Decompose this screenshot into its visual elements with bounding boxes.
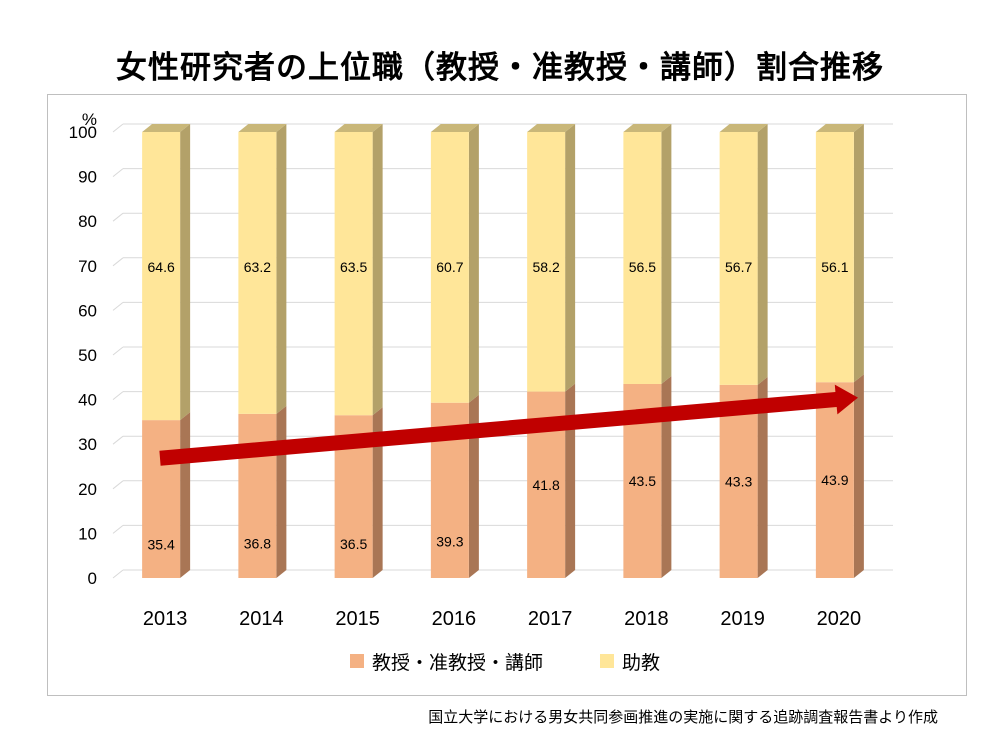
legend: 教授・准教授・講師 助教 — [350, 652, 660, 674]
bar-segment-0 — [238, 413, 277, 578]
data-label: 63.5 — [340, 259, 367, 275]
y-axis: 0 10 20 30 40 50 60 70 80 90 100% — [69, 110, 97, 588]
bar-side-1 — [180, 124, 191, 421]
bar-segment-1 — [527, 132, 566, 392]
trend-arrow-layer: 35.4 64.6 36.8 63.2 36.5 63.5 39.3 60.7 41.8 58.2… — [148, 259, 858, 553]
legend-swatch-0 — [350, 654, 364, 668]
gridline-depth — [112, 480, 124, 490]
bar-segment-1 — [719, 132, 758, 385]
bar-top — [815, 124, 864, 132]
bar-side-1 — [757, 124, 768, 385]
gridline-depth — [112, 302, 124, 311]
bar-segment-1 — [142, 132, 181, 421]
x-tick-label: 2015 — [335, 608, 380, 630]
y-tick-label: 60 — [78, 301, 97, 320]
bar-top — [238, 124, 287, 132]
bar-side-0 — [565, 383, 576, 578]
bar-segment-0 — [815, 382, 854, 578]
bar-side-1 — [468, 124, 479, 403]
bar-side-1 — [372, 124, 383, 416]
bar-top — [334, 124, 383, 132]
data-label: 39.3 — [436, 534, 463, 550]
bar-side-1 — [565, 124, 576, 392]
bar-top — [719, 124, 768, 132]
x-axis: 2013 2014 2015 2016 2017 2018 2019 2020 — [143, 608, 861, 630]
x-tick-label: 2020 — [817, 608, 862, 630]
data-label: 41.8 — [533, 477, 560, 493]
bar-top — [527, 124, 576, 132]
bar-segment-1 — [815, 132, 854, 383]
bar-segment-1 — [334, 132, 373, 416]
legend-label-1: 助教 — [622, 652, 660, 674]
data-label: 56.7 — [725, 259, 752, 275]
data-label: 63.2 — [244, 259, 271, 275]
y-tick-label: 10 — [78, 524, 97, 543]
source-note: 国立大学における男女共同参画推進の実施に関する追跡調査報告書より作成 — [428, 708, 938, 726]
bar-side-1 — [853, 124, 864, 383]
bars — [142, 124, 864, 578]
bar-side-0 — [661, 375, 672, 578]
gridline-depth — [112, 168, 124, 177]
gridline-depth — [112, 123, 124, 133]
x-tick-label: 2018 — [624, 608, 669, 630]
data-label: 56.5 — [629, 259, 656, 275]
data-label: 64.6 — [148, 259, 175, 275]
data-label: 36.8 — [244, 536, 271, 552]
y-tick-label: 70 — [78, 257, 97, 276]
bar-top — [623, 124, 672, 132]
y-tick-label: 100 — [69, 123, 97, 142]
bar-top — [142, 124, 191, 132]
x-tick-label: 2014 — [239, 608, 284, 630]
data-label: 36.5 — [340, 536, 367, 552]
gridlines — [112, 123, 893, 579]
chart-frame — [47, 94, 967, 696]
y-tick-label: 20 — [78, 480, 97, 499]
gridline-depth — [112, 391, 124, 400]
bar-segment-1 — [238, 132, 277, 414]
legend-label-0: 教授・准教授・講師 — [372, 652, 543, 674]
gridline-depth — [112, 435, 124, 445]
data-label: 43.3 — [725, 473, 752, 489]
bar-segment-1 — [430, 132, 469, 403]
bar-side-0 — [757, 376, 768, 578]
bar-side-1 — [661, 124, 672, 384]
gridline-depth — [112, 346, 124, 356]
data-label: 43.9 — [821, 472, 848, 488]
x-tick-label: 2019 — [720, 608, 765, 630]
y-tick-label: 40 — [78, 391, 97, 410]
bar-segment-0 — [142, 420, 181, 578]
y-tick-label: 50 — [78, 346, 97, 365]
y-tick-label: 90 — [78, 168, 97, 187]
bar-side-0 — [372, 407, 383, 578]
bar-side-0 — [853, 374, 864, 578]
bar-side-0 — [180, 412, 191, 578]
x-tick-label: 2017 — [528, 608, 573, 630]
bar-segment-1 — [623, 132, 662, 384]
data-label: 43.5 — [629, 473, 656, 489]
data-label: 58.2 — [533, 259, 560, 275]
bar-side-1 — [276, 124, 287, 414]
data-label: 60.7 — [436, 259, 463, 275]
bar-top — [430, 124, 479, 132]
gridline-depth — [112, 525, 124, 534]
y-axis-unit: % — [82, 110, 97, 129]
gridline-depth — [112, 212, 124, 222]
trend-arrow — [159, 384, 858, 466]
gridline-depth — [112, 569, 124, 579]
data-label: 56.1 — [821, 259, 848, 275]
x-tick-label: 2016 — [432, 608, 477, 630]
y-tick-label: 30 — [78, 435, 97, 454]
x-tick-label: 2013 — [143, 608, 188, 630]
chart-title: 女性研究者の上位職（教授・准教授・講師）割合推移 — [116, 50, 884, 86]
gridline-depth — [112, 257, 124, 267]
y-tick-label: 0 — [88, 569, 97, 588]
bar-side-0 — [276, 405, 287, 578]
y-tick-label: 80 — [78, 212, 97, 231]
bar-segment-0 — [719, 384, 758, 578]
data-label: 35.4 — [148, 537, 175, 553]
bar-side-0 — [468, 394, 479, 578]
legend-swatch-1 — [600, 654, 614, 668]
